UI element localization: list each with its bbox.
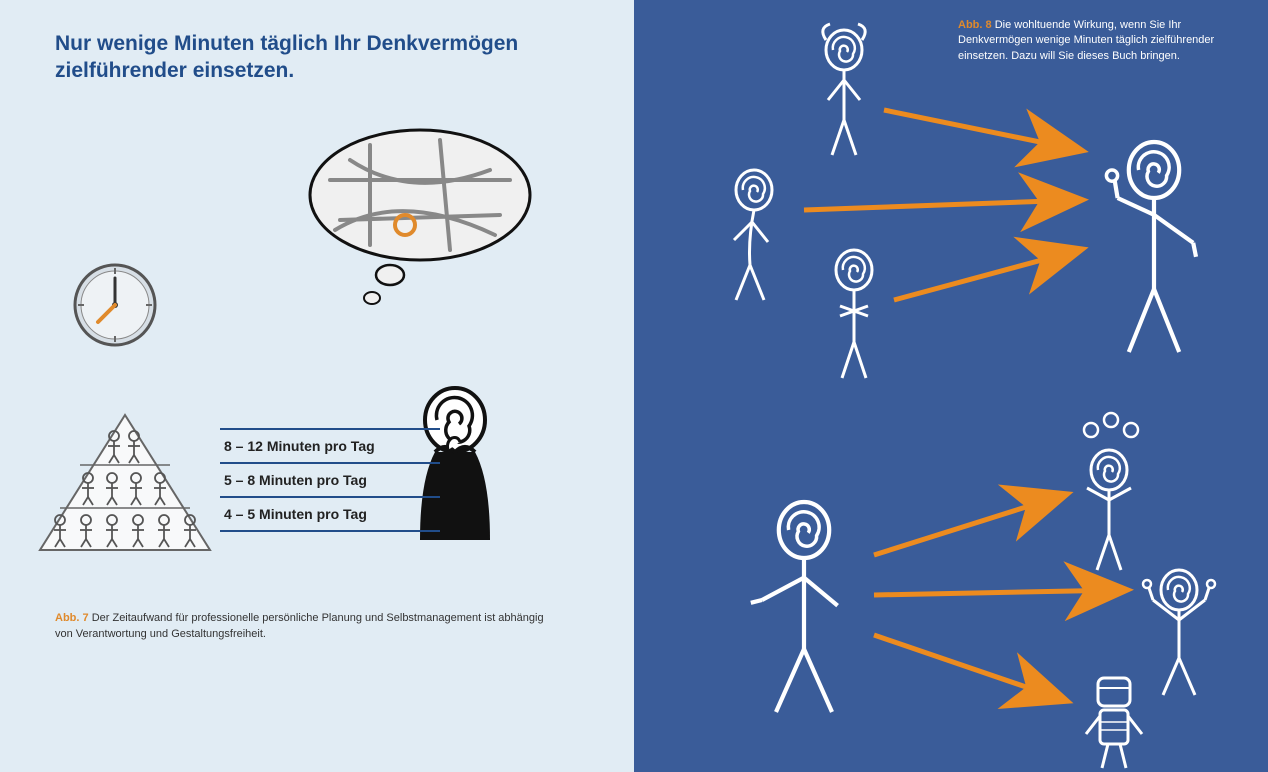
juggling-figure-icon xyxy=(1084,413,1138,570)
stressed-figure-icon xyxy=(823,24,865,155)
figure-caption-left: Abb. 7 Der Zeitaufwand für professionell… xyxy=(55,611,555,642)
time-level-row: 8 – 12 Minuten pro Tag xyxy=(220,428,440,462)
headline: Nur wenige Minuten täglich Ihr Denkvermö… xyxy=(55,30,579,85)
left-illustration: 8 – 12 Minuten pro Tag 5 – 8 Minuten pro… xyxy=(30,120,590,560)
armored-figure-icon xyxy=(1086,678,1142,768)
right-illustration xyxy=(634,0,1268,772)
caption-label: Abb. 7 xyxy=(55,612,89,624)
slouched-figure-icon xyxy=(734,170,772,300)
pointing-figure-icon xyxy=(751,502,838,712)
caption-text: Der Zeitaufwand für professionelle persö… xyxy=(55,612,544,639)
left-page: Nur wenige Minuten täglich Ihr Denkvermö… xyxy=(0,0,634,772)
time-level-row: 5 – 8 Minuten pro Tag xyxy=(220,462,440,496)
time-level-row: 4 – 5 Minuten pro Tag xyxy=(220,496,440,532)
thought-bubble-map-icon xyxy=(290,120,550,320)
thumbs-up-figure-icon xyxy=(1106,142,1196,352)
arrows-bottom xyxy=(874,495,1124,700)
arms-crossed-figure-icon xyxy=(836,250,872,378)
cheering-figure-icon xyxy=(1143,570,1215,695)
time-levels-list: 8 – 12 Minuten pro Tag 5 – 8 Minuten pro… xyxy=(220,428,440,532)
clock-icon xyxy=(70,260,160,350)
people-pyramid-icon xyxy=(30,410,220,560)
right-page: Abb. 8 Die wohltuende Wirkung, wenn Sie … xyxy=(634,0,1268,772)
